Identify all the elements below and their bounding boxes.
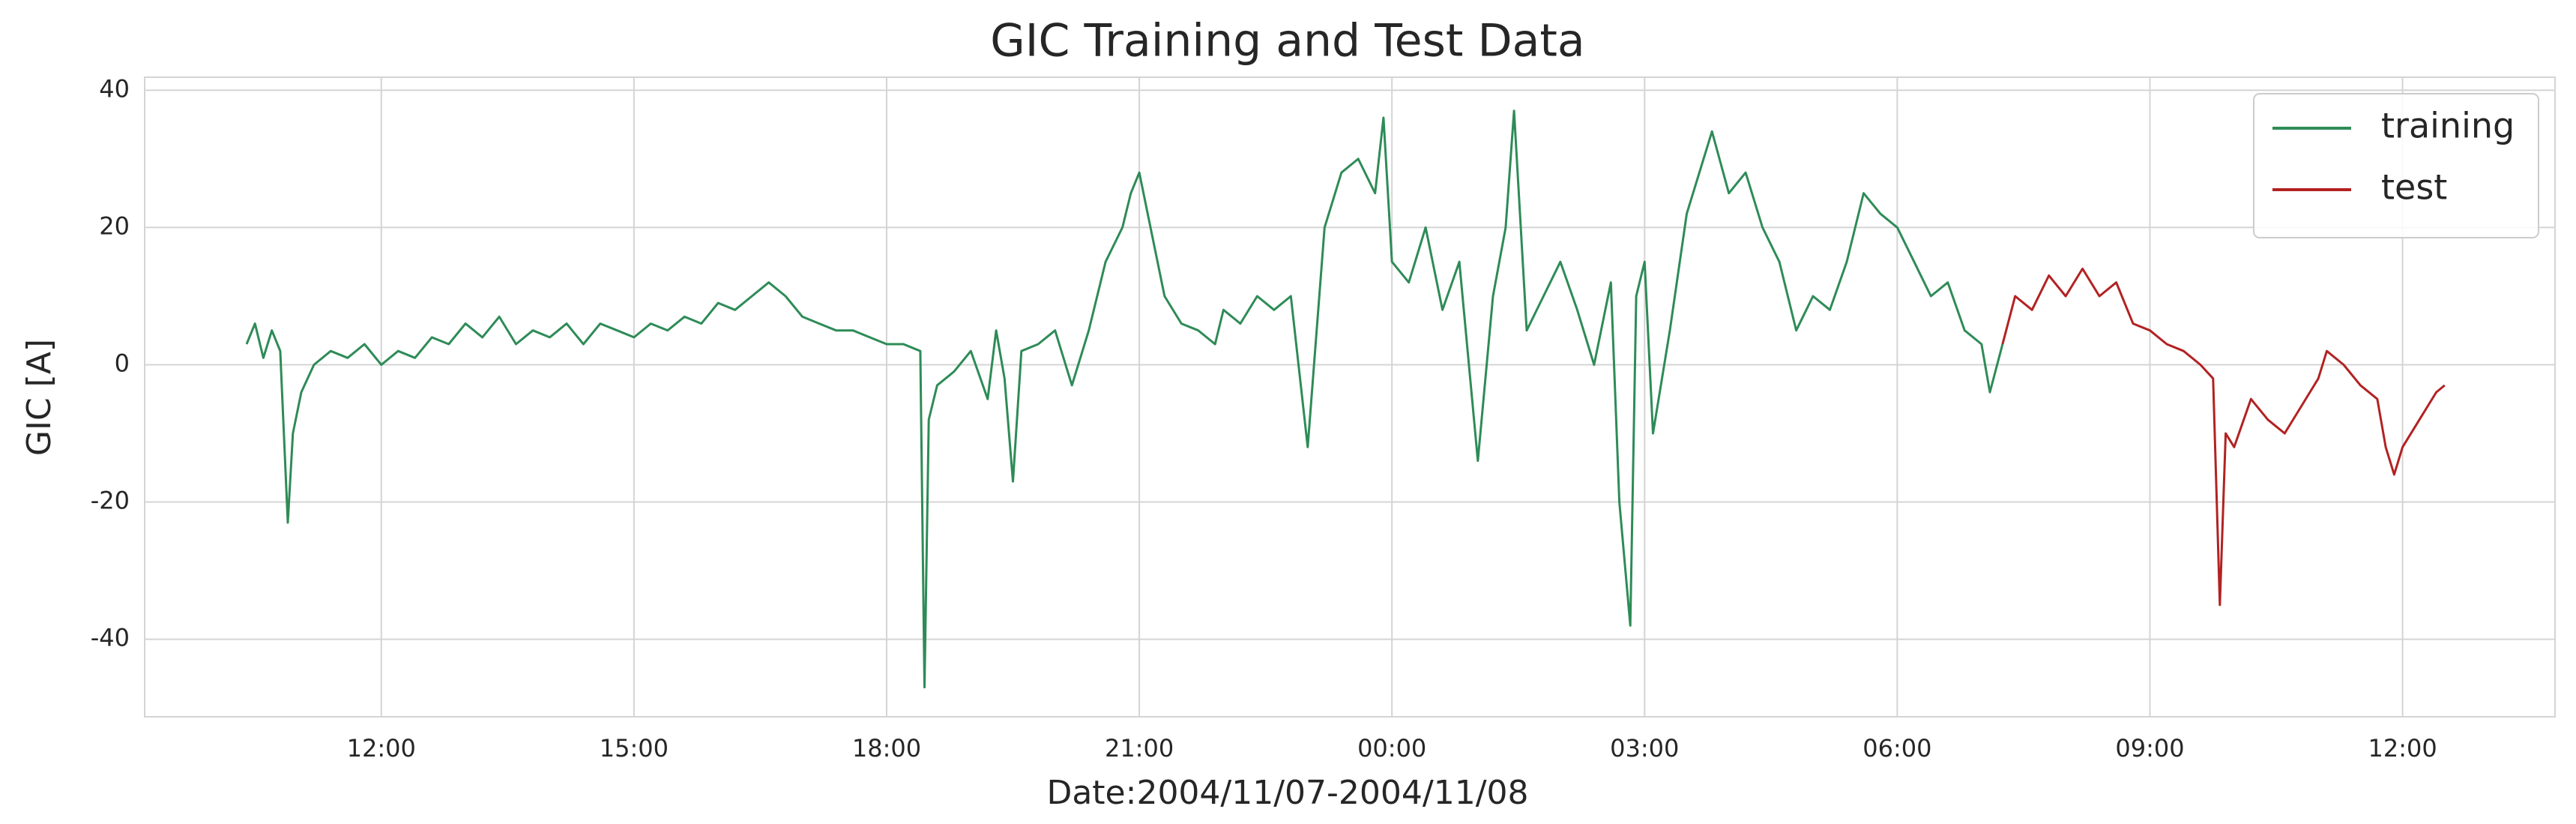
series-line <box>2001 267 2446 607</box>
y-tick-label: 20 <box>99 211 130 240</box>
y-tick-label: -20 <box>91 487 130 515</box>
series-line <box>245 109 2004 689</box>
x-tick-label: 09:00 <box>2115 734 2184 763</box>
y-tick-label: 0 <box>115 349 130 377</box>
chart-title: GIC Training and Test Data <box>990 15 1584 67</box>
x-tick-label: 21:00 <box>1105 734 1174 763</box>
x-tick-label: 15:00 <box>600 734 669 763</box>
x-tick-label: 12:00 <box>2368 734 2437 763</box>
x-tick-label: 06:00 <box>1862 734 1931 763</box>
legend: training test <box>2253 93 2539 238</box>
y-tick-label: -40 <box>91 624 130 652</box>
x-axis-label: Date:2004/11/07-2004/11/08 <box>1046 774 1528 812</box>
x-tick-label: 03:00 <box>1610 734 1679 763</box>
legend-label: training <box>2381 106 2515 146</box>
plot-frame <box>144 76 2556 718</box>
x-tick-label: 12:00 <box>347 734 416 763</box>
x-tick-label: 00:00 <box>1357 734 1426 763</box>
legend-label: test <box>2381 167 2447 208</box>
y-axis-label: GIC [A] <box>20 339 58 456</box>
y-tick-label: 40 <box>99 74 130 103</box>
x-tick-label: 18:00 <box>852 734 921 763</box>
